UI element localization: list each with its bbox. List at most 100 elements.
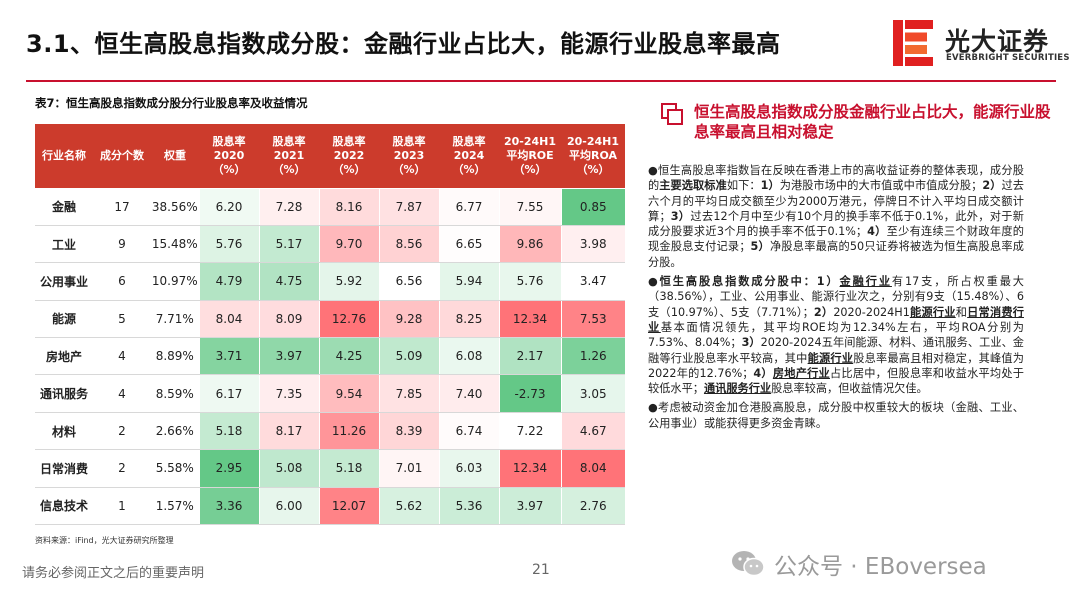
table-cell: 3.36 xyxy=(198,487,259,526)
table-cell: 5.36 xyxy=(438,487,499,526)
table-cell: 7.28 xyxy=(258,188,319,226)
table-cell: 2.66% xyxy=(151,412,199,451)
table-row: 金融 17 38.56% 6.20 7.28 8.16 7.87 6.77 7.55 0.85 xyxy=(35,188,625,226)
table-cell: 8.56 xyxy=(378,225,439,264)
table-row: 公用事业 6 10.97% 4.79 4.75 5.92 6.56 5.94 5.76 3.47 xyxy=(35,262,625,301)
section-heading: 恒生高股息指数成分股金融行业占比大，能源行业股息率最高且相对稳定 xyxy=(694,103,1051,141)
table-cell: 7.71% xyxy=(151,300,199,339)
table-cell: 4.67 xyxy=(560,412,625,451)
table-cell: 8.04 xyxy=(198,300,259,339)
table-cell: 11.26 xyxy=(318,412,379,451)
table-cell: 5.94 xyxy=(438,262,499,301)
table-cell: 8.89% xyxy=(151,337,199,376)
table-cell: 6.74 xyxy=(438,412,499,451)
table-cell: 5.76 xyxy=(498,262,561,301)
table-caption: 表7：恒生高股息指数成分股分行业股息率及收益情况 xyxy=(35,96,308,110)
table-cell: 5.92 xyxy=(318,262,379,301)
column-header: 成分个数 xyxy=(93,124,151,189)
table-cell: 5.18 xyxy=(198,412,259,451)
table-cell: 能源 xyxy=(35,300,93,339)
table-cell: 12.34 xyxy=(498,449,561,488)
bullet-fund-flow: ●考虑被动资金加仓港股高股息，成分股中权重较大的板块（金融、工业、公用事业）或能… xyxy=(648,401,1024,430)
table-cell: 1.26 xyxy=(560,337,625,376)
table-cell: 15.48% xyxy=(151,225,199,264)
bullet-industry-analysis: ●恒生高股息指数成分股中：1）金融行业有17支，所占权重最大（38.56%），工… xyxy=(648,275,1024,396)
table-source: 资料来源：iFind，光大证券研究所整理 xyxy=(35,536,174,545)
table-row: 房地产 4 8.89% 3.71 3.97 4.25 5.09 6.08 2.17 1.26 xyxy=(35,337,625,376)
table-cell: 日常消费 xyxy=(35,449,93,488)
title-divider xyxy=(26,80,1056,82)
table-row: 能源 5 7.71% 8.04 8.09 12.76 9.28 8.25 12.34 7.53 xyxy=(35,300,625,339)
disclaimer: 请务必参阅正文之后的重要声明 xyxy=(22,566,205,581)
table-cell: 7.87 xyxy=(378,188,439,226)
column-header: 20-24H1 平均ROA （%） xyxy=(561,124,625,189)
table-cell: 7.55 xyxy=(498,188,561,226)
watermark: 公众号 · EBoversea xyxy=(730,547,987,581)
table-cell: 17 xyxy=(93,188,151,226)
logo-english-name: EVERBRIGHT SECURITIES xyxy=(946,53,1070,63)
table-row: 工业 9 15.48% 5.76 5.17 9.70 8.56 6.65 9.86 3.98 xyxy=(35,225,625,264)
table-cell: 6.17 xyxy=(198,374,259,413)
table-cell: 5.09 xyxy=(378,337,439,376)
table-cell: 5.58% xyxy=(151,449,199,488)
table-cell: 8.09 xyxy=(258,300,319,339)
table-cell: 信息技术 xyxy=(35,487,93,526)
watermark-text: 公众号 · EBoversea xyxy=(774,554,987,580)
table-cell: 7.53 xyxy=(560,300,625,339)
table-cell: 7.40 xyxy=(438,374,499,413)
table-cell: 7.01 xyxy=(378,449,439,488)
table-row: 通讯服务 4 8.59% 6.17 7.35 9.54 7.85 7.40 -2.73 3.05 xyxy=(35,374,625,413)
table-cell: 3.97 xyxy=(498,487,561,526)
column-header: 行业名称 xyxy=(35,124,93,189)
table-cell: 公用事业 xyxy=(35,262,93,301)
column-header: 股息率 2020（%） xyxy=(199,124,259,189)
table-cell: 7.85 xyxy=(378,374,439,413)
table-cell: 7.35 xyxy=(258,374,319,413)
table-cell: 3.98 xyxy=(560,225,625,264)
table-cell: 房地产 xyxy=(35,337,93,376)
wechat-icon xyxy=(732,551,765,577)
table-cell: 6.65 xyxy=(438,225,499,264)
table-cell: 通讯服务 xyxy=(35,374,93,413)
everbright-logo-icon xyxy=(893,20,933,66)
table-cell: 7.22 xyxy=(498,412,561,451)
table-cell: 6.08 xyxy=(438,337,499,376)
table-cell: -2.73 xyxy=(498,374,561,413)
column-header: 股息率 2021（%） xyxy=(259,124,319,189)
table-cell: 4.25 xyxy=(318,337,379,376)
page-number: 21 xyxy=(532,562,550,578)
column-header: 权重 xyxy=(151,124,199,189)
logo: 光大证券 EVERBRIGHT SECURITIES xyxy=(893,20,1070,68)
table-cell: 8.39 xyxy=(378,412,439,451)
table-cell: 工业 xyxy=(35,225,93,264)
table-cell: 6.77 xyxy=(438,188,499,226)
table-cell: 9.70 xyxy=(318,225,379,264)
column-header: 股息率 2024（%） xyxy=(439,124,499,189)
table-cell: 9.86 xyxy=(498,225,561,264)
table-cell: 2.95 xyxy=(198,449,259,488)
table-cell: 2 xyxy=(93,449,151,488)
table-cell: 6.20 xyxy=(198,188,259,226)
table-cell: 5.76 xyxy=(198,225,259,264)
table-cell: 1.57% xyxy=(151,487,199,526)
table-cell: 2.76 xyxy=(560,487,625,526)
bullet-selection-criteria: ●恒生高股息率指数旨在反映在香港上市的高收益证券的整体表现，成分股的主要选取标准… xyxy=(648,164,1024,269)
table-cell: 8.25 xyxy=(438,300,499,339)
table-cell: 6.56 xyxy=(378,262,439,301)
slide-title: 3.1、恒生高股息指数成分股：金融行业占比大，能源行业股息率最高 xyxy=(26,30,781,58)
table-row: 日常消费 2 5.58% 2.95 5.08 5.18 7.01 6.03 12.34 8.04 xyxy=(35,449,625,488)
table-cell: 5.17 xyxy=(258,225,319,264)
table-cell: 8.04 xyxy=(560,449,625,488)
table-row: 材料 2 2.66% 5.18 8.17 11.26 8.39 6.74 7.22 4.67 xyxy=(35,412,625,451)
table-cell: 12.76 xyxy=(318,300,379,339)
table-cell: 3.97 xyxy=(258,337,319,376)
table-cell: 6.00 xyxy=(258,487,319,526)
table-cell: 2.17 xyxy=(498,337,561,376)
table-cell: 8.16 xyxy=(318,188,379,226)
column-header: 股息率 2023（%） xyxy=(379,124,439,189)
table-cell: 4 xyxy=(93,337,151,376)
table-cell: 0.85 xyxy=(560,188,625,226)
table-cell: 6 xyxy=(93,262,151,301)
column-header: 20-24H1 平均ROE （%） xyxy=(499,124,561,189)
industry-dividend-table: 行业名称 成分个数 权重 股息率 2020（%） 股息率 2021（%） 股息率 2022… xyxy=(35,124,625,526)
